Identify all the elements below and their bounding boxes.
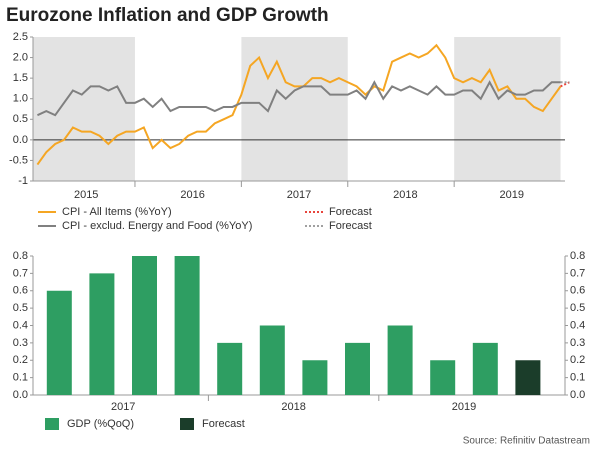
x-tick-label: 2017: [287, 189, 311, 201]
y-tick-label: 0.3: [13, 337, 28, 349]
legend-label: GDP (%QoQ): [67, 418, 134, 430]
bar: [132, 256, 157, 395]
y-tick-label: 0.7: [13, 267, 28, 279]
year-band: [454, 37, 561, 181]
y-tick-label: 2.5: [13, 31, 28, 43]
y-tick-label: 0.1: [13, 372, 28, 384]
y-tick-label: 0.8: [570, 250, 585, 262]
legend-label: CPI - All Items (%YoY): [62, 206, 172, 218]
bar: [430, 360, 456, 395]
legend-swatch: [45, 418, 59, 430]
y-tick-label: 0.5: [13, 113, 28, 125]
y-tick-label: 0.8: [13, 250, 28, 262]
bar: [89, 273, 115, 395]
y-tick-label: -1: [18, 175, 28, 187]
legend-swatch: [180, 418, 194, 430]
x-tick-label: 2018: [281, 401, 305, 413]
legend-label: Forecast: [329, 220, 372, 232]
line: [560, 81, 570, 88]
bar: [345, 342, 370, 395]
y-tick-label: 0.1: [570, 372, 585, 384]
x-tick-label: 2017: [111, 401, 135, 413]
y-tick-label: 0.6: [13, 285, 28, 297]
x-tick-label: 2019: [452, 401, 476, 413]
bar: [46, 290, 72, 395]
chart-title: Eurozone Inflation and GDP Growth: [6, 5, 329, 26]
line: [36, 43, 562, 166]
y-tick-label: -0.5: [9, 154, 28, 166]
y-tick-label: 2.0: [13, 51, 28, 63]
bar: [259, 325, 285, 395]
bar: [217, 342, 243, 395]
y-tick-label: 0.2: [570, 354, 585, 366]
legend-label: CPI - exclud. Energy and Food (%YoY): [62, 220, 252, 232]
y-tick-label: 0.2: [13, 354, 28, 366]
bar: [472, 342, 498, 395]
y-tick-label: 1.5: [13, 72, 28, 84]
y-tick-label: 0.0: [570, 389, 585, 401]
legend-label: Forecast: [329, 206, 372, 218]
y-tick-label: 0.0: [13, 134, 28, 146]
x-tick-label: 2019: [500, 189, 524, 201]
y-tick-label: 0.6: [570, 285, 585, 297]
legend-label: Forecast: [202, 418, 245, 430]
y-tick-label: 0.4: [570, 319, 585, 331]
bar: [515, 360, 541, 395]
year-band: [33, 37, 135, 181]
y-tick-label: 0.4: [13, 319, 28, 331]
line: [37, 80, 561, 117]
x-tick-label: 2015: [74, 189, 98, 201]
year-band: [241, 37, 348, 181]
bar: [387, 325, 413, 395]
bar: [174, 256, 200, 395]
y-tick-label: 0.5: [13, 302, 28, 314]
y-tick-label: 1.0: [13, 93, 28, 105]
bar: [302, 360, 328, 395]
y-tick-label: 0.7: [570, 267, 585, 279]
y-tick-label: 0.3: [570, 337, 585, 349]
x-tick-label: 2018: [393, 189, 417, 201]
source: Source: Refinitiv Datastream: [463, 436, 590, 447]
x-tick-label: 2016: [180, 189, 204, 201]
y-tick-label: 0.5: [570, 302, 585, 314]
y-tick-label: 0.0: [13, 389, 28, 401]
